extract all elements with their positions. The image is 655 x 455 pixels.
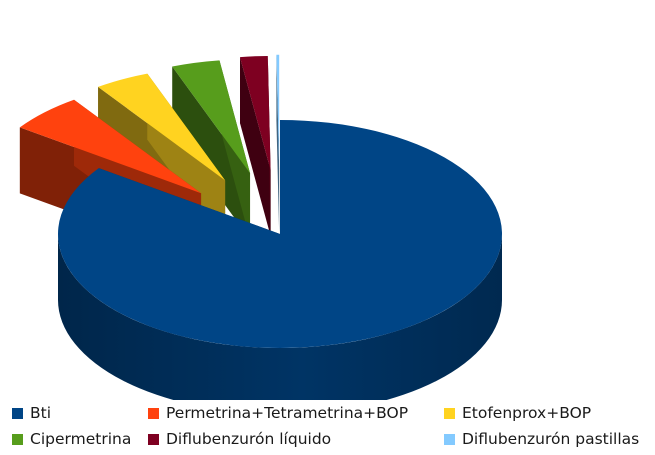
legend-swatch (12, 433, 23, 445)
slice-top-1 (19, 99, 202, 194)
legend-swatch (12, 407, 23, 419)
pie-chart (19, 54, 502, 400)
slice-top-4 (239, 56, 271, 170)
slice-top-5 (276, 54, 280, 169)
slice-top-2 (98, 73, 226, 181)
slice-side-5 (276, 54, 280, 235)
legend-label: Bti (30, 404, 52, 422)
slice-wall (172, 66, 251, 240)
slice-wall (239, 57, 271, 236)
slice-wall (276, 54, 280, 235)
legend-label: Etofenprox+BOP (462, 404, 592, 422)
legend-swatch (148, 433, 159, 445)
legend-item: Diflubenzurón líquido (148, 430, 444, 448)
legend-label: Diflubenzurón pastillas (462, 430, 640, 448)
slice-top-0 (57, 120, 502, 348)
legend-swatch (148, 407, 159, 419)
legend-swatch (444, 407, 455, 419)
legend-item: Diflubenzurón pastillas (444, 430, 654, 448)
legend-label: Cipermetrina (30, 430, 132, 448)
pie-tops (19, 54, 502, 348)
legend: Bti Permetrina+Tetrametrina+BOP Etofenprox… (12, 404, 652, 448)
legend-item: Bti (12, 404, 148, 422)
slice-outer-wall (58, 234, 502, 400)
slice-top-3 (172, 60, 251, 174)
legend-label: Permetrina+Tetrametrina+BOP (166, 404, 409, 422)
legend-swatch (444, 433, 455, 445)
legend-item: Etofenprox+BOP (444, 404, 654, 422)
legend-label: Diflubenzurón líquido (166, 430, 332, 448)
legend-item: Permetrina+Tetrametrina+BOP (148, 404, 444, 422)
legend-item: Cipermetrina (12, 430, 148, 448)
